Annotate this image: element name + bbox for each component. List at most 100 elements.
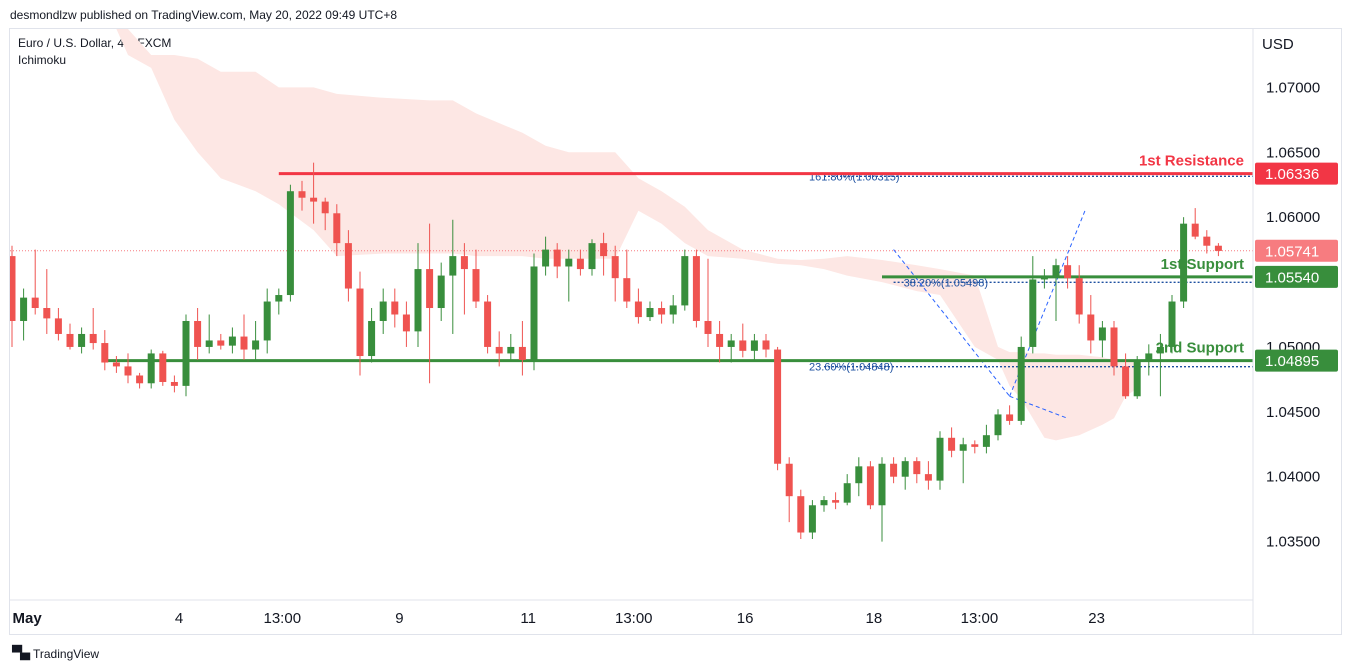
candle-body [1040,276,1048,280]
x-tick-label: 13:00 [264,610,302,627]
candle-body [286,191,294,296]
candle-body [402,314,410,332]
candle-body [472,269,480,302]
candle-body [890,463,898,477]
trend-line [893,249,1010,397]
candle-bullish [147,349,155,389]
x-tick-label: 18 [866,610,883,627]
price-badge-bg [1255,265,1338,288]
y-tick-label: 1.06000 [1266,209,1320,226]
candle-bullish [1145,344,1153,376]
x-tick-label: May [12,610,42,627]
candle-body [855,466,863,484]
candle-bullish [1017,336,1025,425]
candle-bearish [576,249,584,276]
candle-bearish [101,330,109,371]
level-label: 1st Resistance [1139,153,1244,170]
candle-body [170,381,178,386]
candle-body [565,258,573,267]
candle-body [240,336,248,350]
candle-bullish [646,301,654,321]
candle-body [542,249,550,267]
candle-body [1191,223,1199,237]
candle-bullish [901,457,909,490]
candle-body [901,461,909,477]
candle-body [530,266,538,360]
candle-body [507,346,515,354]
y-tick-label: 1.06500 [1266,144,1320,161]
candle-bearish [1087,295,1095,354]
candle-bullish [959,437,967,484]
candle-bullish [1029,256,1037,354]
candle-body [228,336,236,346]
candle-body [762,340,770,350]
candle-bullish [820,496,828,512]
candle-body [1087,314,1095,341]
candle-bearish [634,288,642,324]
y-tick-label: 1.04500 [1266,404,1320,421]
price-badge-label: 1.04895 [1265,353,1319,370]
candle-body [1122,366,1130,397]
candle-body [924,474,932,481]
candle-bearish [1064,256,1072,289]
chart-frame[interactable] [9,28,1342,635]
candle-bearish [54,308,62,341]
candle-bullish [286,184,294,302]
candle-body [1168,301,1176,347]
candle-bullish [437,262,445,321]
level-price-badge: 1.05540 [1255,265,1338,288]
candle-bearish [774,346,782,471]
candle-bearish [310,162,318,224]
candle-bearish [924,461,932,490]
candle-body [43,308,51,319]
y-tick-label: 1.07000 [1266,79,1320,96]
x-tick-label: 13:00 [961,610,999,627]
indicator-legend[interactable]: Ichimoku [18,53,67,67]
candle-body [704,320,712,334]
candle-bullish [936,431,944,490]
candle-bullish [228,327,236,354]
candle-body [1017,346,1025,421]
candle-bearish [170,375,178,393]
x-tick-label: 4 [175,610,183,627]
candle-body [391,301,399,315]
y-tick-label: 1.04000 [1266,469,1320,486]
candle-bearish [298,180,306,211]
candle-bearish [356,271,364,376]
candle-body [437,275,445,309]
candle-body [646,308,654,318]
candle-body [147,353,155,384]
candle-bullish [588,239,596,276]
candle-bullish [565,249,573,302]
candle-body [623,278,631,302]
candle-bullish [379,288,387,334]
candle-body [31,297,39,309]
candle-bullish [1040,269,1048,289]
candle-bullish [449,219,457,334]
candle-body [681,256,689,306]
x-tick-label: 9 [395,610,403,627]
publish-info: desmondlzw published on TradingView.com,… [10,8,398,22]
candle-body [66,333,74,347]
candle-body [808,505,816,533]
candle-body [1075,278,1083,315]
candle-bearish [344,230,352,302]
candle-bullish [982,424,990,454]
candle-body [1052,265,1060,277]
candle-bullish [855,457,863,497]
candle-body [460,256,468,270]
candle-bullish [727,333,735,363]
candle-body [913,461,921,475]
candle-body [936,437,944,481]
candle-body [495,346,503,354]
candle-bearish [600,232,608,276]
candle-body [136,375,144,384]
candle-body [739,340,747,351]
candle-bullish [182,314,190,397]
level-price-badge: 1.04895 [1255,349,1338,372]
candle-body [101,343,109,363]
level-price-badge: 1.06336 [1255,162,1338,185]
candle-bearish [692,249,700,328]
candle-body [449,256,457,276]
